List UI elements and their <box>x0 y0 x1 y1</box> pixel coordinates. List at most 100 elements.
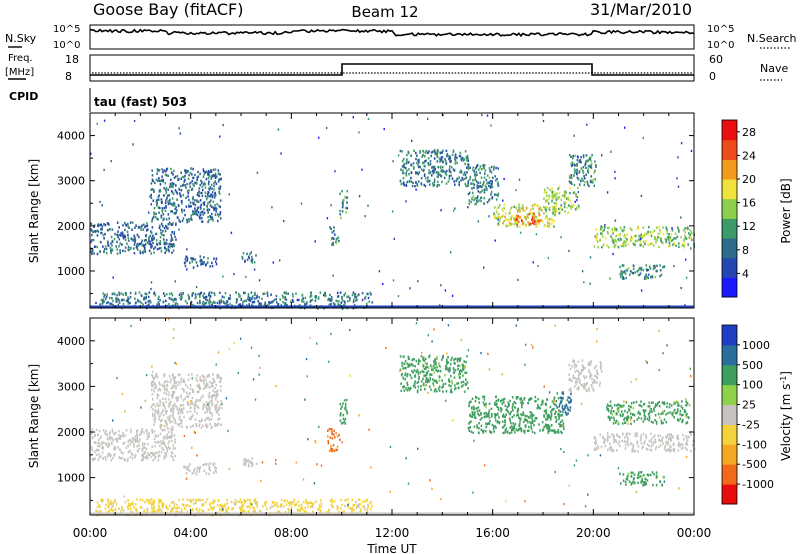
echo-cell <box>191 390 194 393</box>
echo-cell <box>573 191 576 194</box>
echo-cell <box>117 303 120 307</box>
echo-cell <box>438 183 441 187</box>
echo-cell <box>633 450 635 453</box>
echo-cell <box>168 439 171 443</box>
echo-cell <box>589 156 592 159</box>
echo-cell <box>424 362 427 365</box>
echo-cell <box>435 171 438 174</box>
echo-cell <box>214 194 217 197</box>
y-tick-label: 3000 <box>57 175 85 188</box>
echo-cell <box>457 358 459 361</box>
echo-cell <box>417 180 420 183</box>
echo-cell <box>249 498 251 502</box>
echo-cell <box>569 396 571 400</box>
echo-cell <box>96 229 99 232</box>
echo-cell <box>521 400 524 403</box>
noise-cell <box>614 177 616 180</box>
echo-cell <box>146 229 148 232</box>
echo-cell <box>175 206 177 209</box>
echo-cell <box>537 222 539 225</box>
echo-cell <box>143 247 146 250</box>
echo-cell <box>104 293 106 297</box>
echo-cell <box>186 170 189 174</box>
noise-cell <box>326 126 328 130</box>
echo-cell <box>339 291 342 294</box>
echo-cell <box>476 173 478 176</box>
echo-cell <box>543 409 546 413</box>
echo-cell <box>110 302 113 306</box>
echo-cell <box>248 299 250 302</box>
echo-cell <box>170 387 173 390</box>
echo-cell <box>588 369 590 372</box>
echo-cell <box>539 429 541 432</box>
echo-cell <box>154 445 156 448</box>
echo-cell <box>479 181 482 184</box>
echo-cell <box>569 387 572 390</box>
noise-cell <box>577 156 579 159</box>
echo-cell <box>216 389 219 393</box>
echo-cell <box>425 367 427 370</box>
echo-cell <box>258 303 260 306</box>
echo-cell <box>669 236 672 239</box>
echo-cell <box>172 428 174 431</box>
echo-cell <box>140 506 143 509</box>
echo-cell <box>91 446 93 449</box>
echo-cell <box>171 414 173 417</box>
echo-cell <box>683 238 686 241</box>
echo-cell <box>186 218 188 221</box>
echo-cell <box>198 424 200 428</box>
echo-cell <box>514 406 516 409</box>
noise-cell <box>518 178 521 181</box>
echo-cell <box>164 251 166 254</box>
echo-cell <box>320 505 322 508</box>
echo-cell <box>630 228 633 232</box>
echo-cell <box>588 184 590 188</box>
echo-cell <box>171 432 173 435</box>
echo-cell <box>459 364 461 368</box>
echo-cell <box>434 388 437 391</box>
echo-cell <box>367 503 369 507</box>
echo-cell <box>642 445 644 448</box>
echo-cell <box>450 166 453 169</box>
echo-cell <box>106 293 108 296</box>
echo-cell <box>197 175 200 178</box>
echo-cell <box>110 454 112 457</box>
echo-cell <box>205 295 208 299</box>
echo-cell <box>186 257 189 260</box>
noise-cell <box>185 260 187 263</box>
echo-cell <box>116 438 119 441</box>
echo-cell <box>169 202 172 205</box>
echo-cell <box>673 449 675 453</box>
echo-cell <box>176 406 179 410</box>
echo-cell <box>339 213 342 216</box>
echo-cell <box>208 406 210 409</box>
echo-cell <box>574 164 576 167</box>
echo-cell <box>133 506 135 509</box>
noise-cell <box>440 284 442 287</box>
echo-cell <box>183 466 185 469</box>
echo-cell <box>327 439 329 443</box>
echo-cell <box>327 435 329 438</box>
echo-cell <box>449 366 451 370</box>
noise-cell <box>454 207 456 210</box>
echo-cell <box>617 442 620 445</box>
echo-cell <box>619 226 622 230</box>
echo-cell <box>174 207 176 211</box>
echo-cell <box>478 414 480 417</box>
echo-cell <box>185 255 187 258</box>
echo-cell <box>180 292 182 295</box>
echo-cell <box>364 508 366 511</box>
echo-cell <box>158 169 160 172</box>
echo-cell <box>183 415 185 419</box>
echo-cell <box>436 356 438 359</box>
noise-cell <box>222 124 224 127</box>
echo-cell <box>364 500 366 503</box>
echo-cell <box>311 505 314 509</box>
echo-cell <box>238 292 240 296</box>
noise-cell <box>576 199 578 202</box>
echo-cell <box>477 168 480 171</box>
echo-cell <box>175 396 177 400</box>
echo-cell <box>199 212 202 216</box>
colorbar-tick-label: 4 <box>742 267 749 280</box>
echo-cell <box>596 240 599 243</box>
